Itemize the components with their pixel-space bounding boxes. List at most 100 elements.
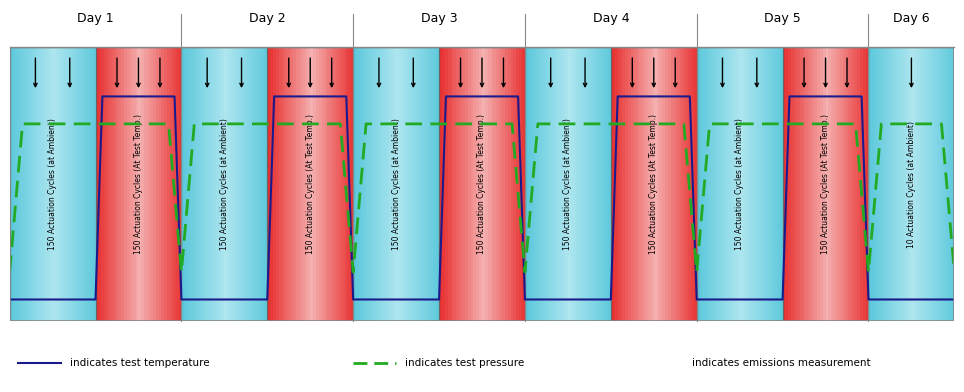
Bar (668, 47, 671, 321)
Bar (419, 47, 422, 321)
Bar (611, 47, 697, 321)
Bar (800, 47, 803, 321)
Bar (771, 47, 774, 321)
Bar (556, 47, 559, 321)
Bar (949, 47, 951, 321)
Bar (382, 47, 385, 321)
Bar (840, 47, 843, 321)
Bar (605, 47, 608, 321)
Bar (78, 47, 81, 321)
Bar (722, 47, 725, 321)
Bar (591, 47, 594, 321)
Bar (439, 47, 525, 321)
Bar (434, 47, 436, 321)
Bar (871, 47, 874, 321)
Bar (390, 47, 393, 321)
Bar (874, 47, 877, 321)
Bar (734, 47, 736, 321)
Bar (553, 47, 556, 321)
Bar (344, 47, 347, 321)
Bar (90, 47, 93, 321)
Bar (845, 47, 848, 321)
Bar (533, 47, 536, 321)
Bar (911, 47, 914, 321)
Bar (645, 47, 648, 321)
Bar (56, 47, 58, 321)
Bar (585, 47, 588, 321)
Bar (396, 47, 399, 321)
Bar (155, 47, 158, 321)
Bar (425, 47, 428, 321)
Bar (15, 47, 18, 321)
Bar (588, 47, 591, 321)
Bar (95, 47, 98, 321)
Bar (388, 47, 390, 321)
Bar (110, 47, 113, 321)
Bar (270, 47, 273, 321)
Bar (196, 47, 199, 321)
Bar (322, 47, 325, 321)
Bar (447, 47, 450, 321)
Bar (276, 47, 279, 321)
Bar (147, 47, 150, 321)
Bar (517, 47, 520, 321)
Bar (98, 47, 101, 321)
Bar (27, 47, 30, 321)
Bar (897, 47, 900, 321)
Bar (783, 47, 786, 321)
Bar (648, 47, 651, 321)
Bar (10, 47, 13, 321)
Bar (597, 47, 600, 321)
Bar (308, 47, 310, 321)
Bar (296, 47, 299, 321)
Bar (548, 47, 550, 321)
Bar (780, 47, 783, 321)
Text: 150 Actuation Cycles (at Ambient): 150 Actuation Cycles (at Ambient) (736, 118, 744, 250)
Bar (725, 47, 728, 321)
Bar (680, 47, 683, 321)
Bar (600, 47, 602, 321)
Bar (522, 47, 525, 321)
Bar (786, 47, 789, 321)
Bar (817, 47, 819, 321)
Bar (219, 47, 222, 321)
Bar (362, 47, 364, 321)
Bar (456, 47, 459, 321)
Bar (697, 47, 700, 321)
Bar (347, 47, 350, 321)
Bar (709, 47, 711, 321)
Bar (273, 47, 276, 321)
Bar (895, 47, 897, 321)
Bar (207, 47, 210, 321)
Bar (843, 47, 845, 321)
Bar (848, 47, 851, 321)
Bar (245, 47, 247, 321)
Bar (803, 47, 806, 321)
Bar (883, 47, 886, 321)
Bar (13, 47, 15, 321)
Bar (167, 47, 170, 321)
Bar (485, 47, 488, 321)
Bar (768, 47, 771, 321)
Bar (18, 47, 21, 321)
Bar (193, 47, 196, 321)
Bar (496, 47, 499, 321)
Bar (364, 47, 367, 321)
Bar (809, 47, 812, 321)
Bar (113, 47, 116, 321)
Bar (706, 47, 709, 321)
Text: Day 5: Day 5 (764, 12, 801, 25)
Bar (225, 47, 228, 321)
Text: Day 3: Day 3 (420, 12, 457, 25)
Bar (213, 47, 216, 321)
Bar (279, 47, 281, 321)
Bar (24, 47, 27, 321)
Bar (482, 47, 485, 321)
Bar (908, 47, 911, 321)
Text: Day 6: Day 6 (893, 12, 929, 25)
Bar (133, 47, 136, 321)
Bar (39, 47, 41, 321)
Bar (331, 47, 334, 321)
Bar (525, 47, 611, 321)
Bar (491, 47, 494, 321)
